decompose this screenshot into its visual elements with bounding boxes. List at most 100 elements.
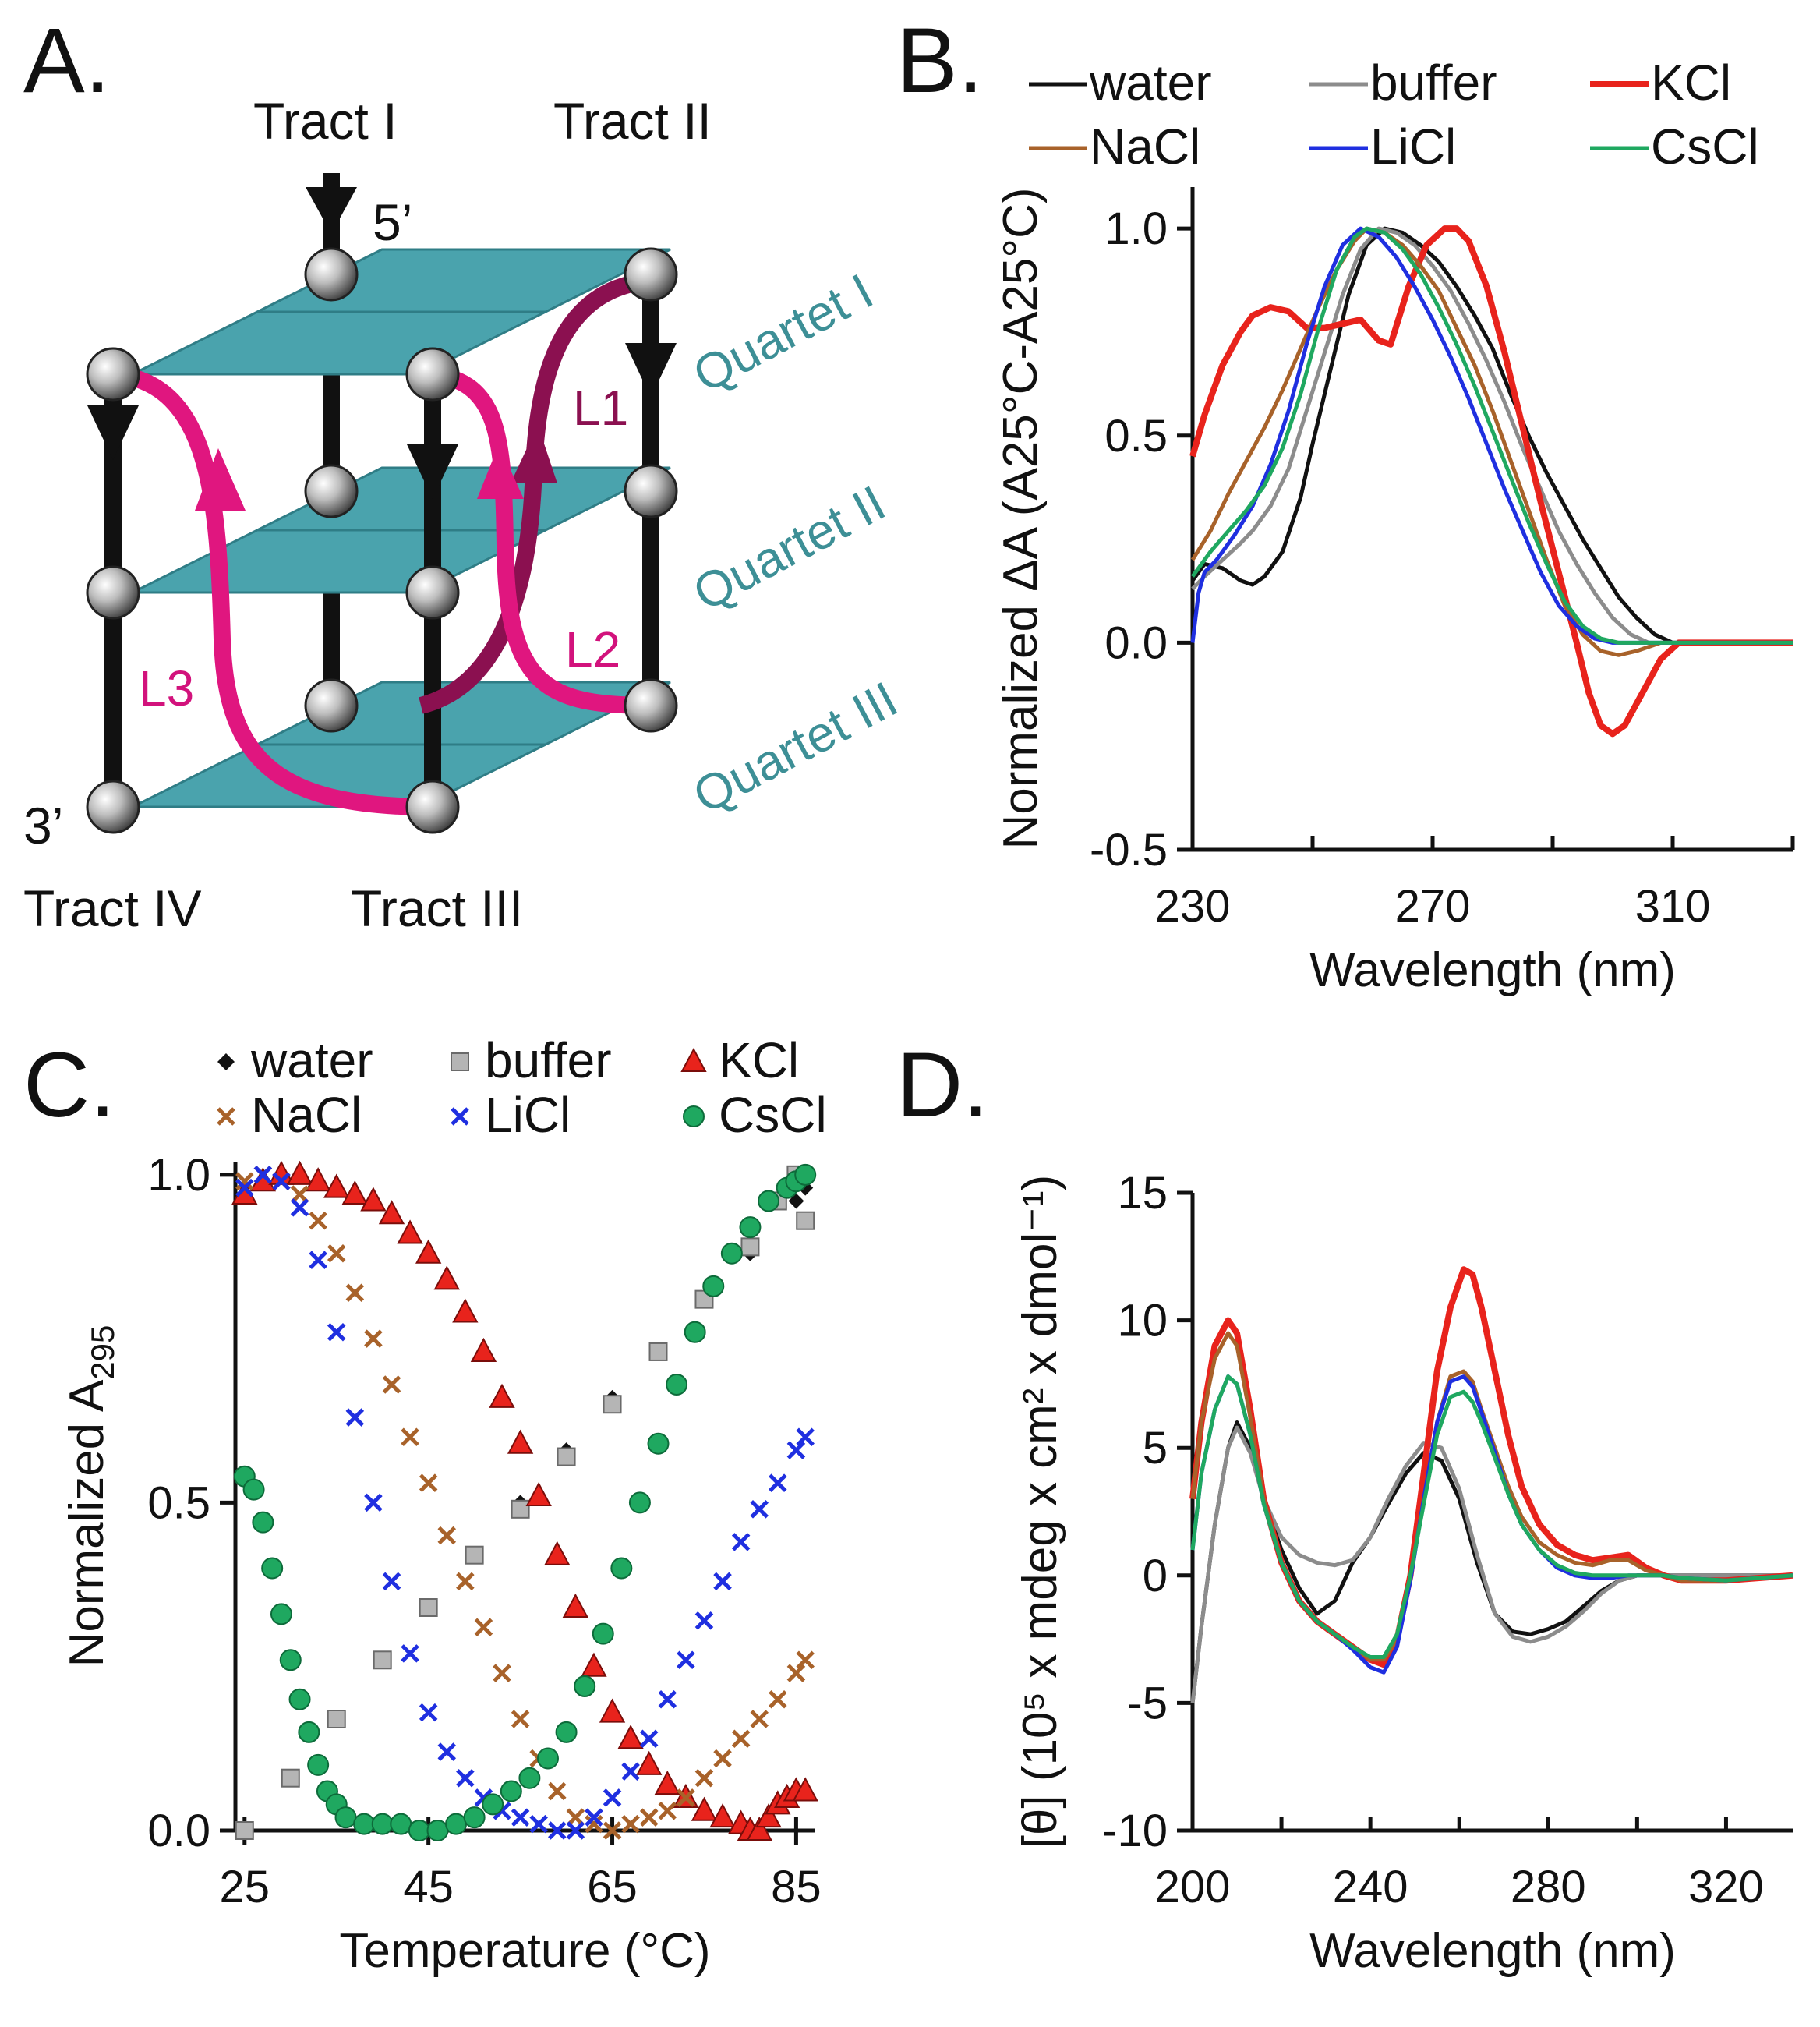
data-point xyxy=(713,1749,732,1768)
data-point xyxy=(796,1650,815,1670)
series-LiCl xyxy=(1190,226,1793,645)
data-point xyxy=(548,1821,567,1840)
data-point xyxy=(309,1251,327,1269)
x-tick-label: 25 xyxy=(220,1862,270,1912)
tract-iii-arrow-icon xyxy=(407,444,458,499)
chart-c: 0.0 0.5 1.0 25 45 65 85 Temperature (°C) Normali… xyxy=(60,1032,827,1978)
legend-label-NaCl: NaCl xyxy=(1090,119,1200,175)
data-point xyxy=(272,1172,291,1191)
chart-b: -0.5 0.0 0.5 1.0 230 270 310 Wavelength (nm) Nor… xyxy=(994,55,1795,997)
data-point xyxy=(658,1801,677,1820)
data-point xyxy=(621,1762,640,1781)
legend-marker-KCl xyxy=(680,1047,707,1072)
legend-label-LiCl: LiCl xyxy=(1370,119,1456,175)
data-point xyxy=(353,1813,376,1835)
panel-c-label: C. xyxy=(23,1034,115,1137)
data-point xyxy=(360,1187,387,1212)
data-point xyxy=(456,1572,475,1591)
data-point xyxy=(636,1750,663,1775)
data-point xyxy=(740,1237,760,1257)
data-point xyxy=(371,1813,394,1835)
y-tick-label: 5 xyxy=(1143,1423,1168,1473)
legend-label-CsCl: CsCl xyxy=(1651,119,1759,175)
y-tick-label: -0.5 xyxy=(1090,825,1168,876)
legend-label-buffer: buffer xyxy=(1370,55,1497,111)
quartet-iii-label: Quartet III xyxy=(684,670,906,824)
data-point xyxy=(544,1541,571,1565)
data-point xyxy=(288,1688,311,1710)
y-tick-label: -10 xyxy=(1102,1806,1168,1856)
data-point xyxy=(489,1383,515,1408)
data-point xyxy=(617,1725,644,1749)
data-point xyxy=(713,1572,732,1591)
series-LiCl xyxy=(235,1166,815,1840)
data-point xyxy=(445,1813,468,1835)
legend-marker-LiCl xyxy=(451,1107,469,1126)
x-tick-label: 320 xyxy=(1688,1862,1764,1912)
data-point xyxy=(482,1793,504,1816)
data-point xyxy=(792,1777,818,1802)
panel-d-label: D. xyxy=(896,1034,988,1137)
x-tick-label: 65 xyxy=(587,1862,638,1912)
data-point xyxy=(562,1593,589,1618)
data-point xyxy=(599,1698,626,1723)
data-point xyxy=(382,1375,401,1394)
data-point xyxy=(235,1172,254,1191)
data-point xyxy=(794,1163,817,1186)
legend-label-KCl: KCl xyxy=(1651,55,1731,111)
l2-label: L2 xyxy=(565,621,620,677)
data-point xyxy=(415,1239,442,1264)
y-tick-label: 15 xyxy=(1117,1168,1168,1219)
data-point xyxy=(419,1703,438,1722)
data-point xyxy=(639,1729,659,1749)
data-point xyxy=(585,1814,603,1834)
legend: water buffer KCl NaCl LiCl CsCl xyxy=(1029,55,1759,175)
y-tick-label: 1.0 xyxy=(147,1150,210,1201)
data-point xyxy=(364,1329,383,1348)
data-point xyxy=(529,1814,548,1834)
tract-iii-label: Tract III xyxy=(351,879,523,937)
three-prime-label: 3’ xyxy=(23,797,63,854)
quartet-planes xyxy=(132,248,671,808)
data-point xyxy=(327,1322,346,1342)
data-point xyxy=(755,1803,782,1828)
data-point xyxy=(390,1813,412,1835)
data-point xyxy=(694,1768,714,1788)
data-point xyxy=(345,1408,365,1427)
data-point xyxy=(397,1219,423,1244)
data-point xyxy=(566,1821,585,1840)
x-axis-label: Wavelength (nm) xyxy=(1309,943,1676,997)
quartet-i-label: Quartet I xyxy=(684,263,882,403)
data-point xyxy=(786,1441,806,1459)
data-point xyxy=(378,1200,405,1225)
l1-label: L1 xyxy=(573,380,628,436)
series-NaCl xyxy=(235,1166,815,1840)
data-point xyxy=(305,1167,331,1192)
data-point xyxy=(298,1721,320,1743)
series-NaCl xyxy=(1190,226,1793,657)
legend-marker-water xyxy=(217,1053,235,1070)
data-point xyxy=(739,1216,762,1239)
data-point xyxy=(364,1493,383,1512)
data-point xyxy=(235,1178,254,1197)
data-point xyxy=(658,1689,677,1709)
data-point xyxy=(309,1211,327,1230)
y-tick-label: 10 xyxy=(1117,1296,1168,1346)
series-KCl xyxy=(1189,225,1793,738)
y-tick-label: 0.5 xyxy=(1104,411,1168,462)
data-point xyxy=(281,1768,300,1788)
series-CsCl xyxy=(1190,226,1793,645)
data-point xyxy=(603,1821,622,1840)
series-KCl xyxy=(231,1160,818,1841)
data-point xyxy=(511,1710,530,1728)
five-prime-arrow-icon xyxy=(306,187,357,234)
y-tick-label: -5 xyxy=(1127,1678,1168,1728)
data-point xyxy=(493,1664,511,1682)
y-axis-label: [θ] (10⁵ x mdeg x cm² x dmol⁻¹) xyxy=(1013,1175,1067,1849)
series-water xyxy=(1190,226,1793,645)
legend-label-KCl: KCl xyxy=(719,1032,799,1088)
data-point xyxy=(518,1767,541,1789)
data-point xyxy=(648,1342,668,1361)
data-point xyxy=(691,1796,718,1821)
data-point xyxy=(548,1781,567,1801)
